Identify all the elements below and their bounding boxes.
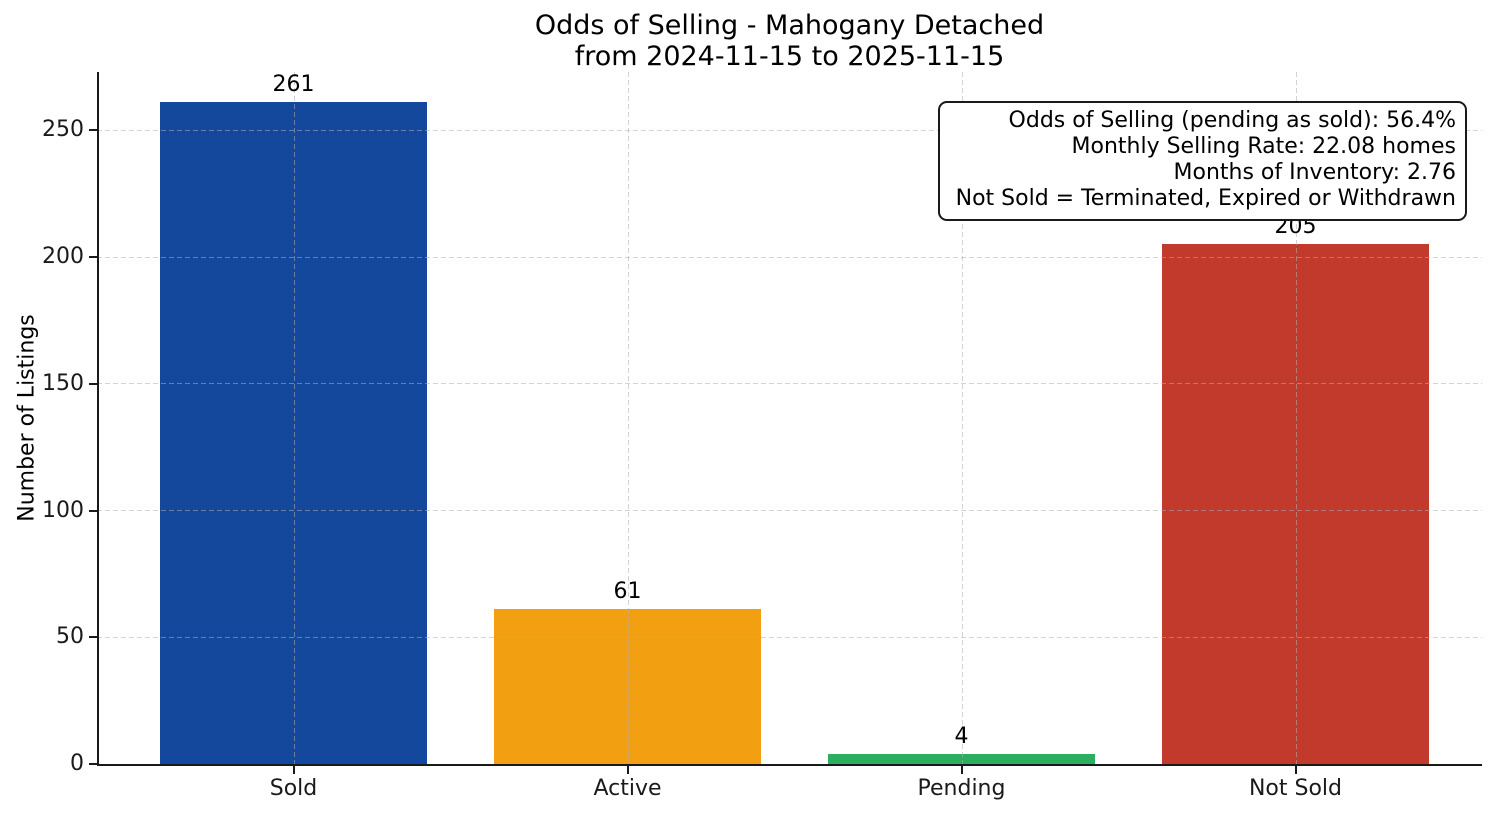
y-tick-label: 200 — [42, 244, 84, 270]
y-tick-mark — [89, 636, 97, 639]
x-tick-mark — [626, 766, 629, 774]
vertical-gridline — [1295, 72, 1297, 764]
chart-title-line1: Odds of Selling - Mahogany Detached — [534, 10, 1045, 41]
y-tick-mark — [89, 129, 97, 132]
horizontal-gridline — [97, 510, 1482, 512]
x-tick-label-not-sold: Not Sold — [1248, 776, 1343, 801]
y-tick-mark — [89, 382, 97, 385]
y-tick-label: 250 — [42, 117, 84, 143]
chart-title: Odds of Selling - Mahogany Detached from… — [97, 10, 1482, 72]
y-axis-spine — [97, 72, 99, 766]
bar-value-label-active: 61 — [613, 579, 642, 605]
horizontal-gridline — [97, 636, 1482, 638]
vertical-gridline — [627, 72, 629, 764]
x-tick-label-active: Active — [593, 776, 662, 801]
y-tick-mark — [89, 509, 97, 512]
plot-area: 261 61 4 205 — [97, 72, 1482, 764]
y-tick-label: 150 — [42, 370, 84, 396]
horizontal-gridline — [97, 129, 1482, 131]
y-tick-mark — [89, 256, 97, 259]
y-tick-label: 100 — [42, 497, 84, 523]
bar-value-label-pending: 4 — [954, 723, 969, 749]
vertical-gridline — [293, 72, 295, 764]
x-tick-label-sold: Sold — [269, 776, 318, 801]
y-axis-label: Number of Listings — [14, 314, 40, 522]
chart-title-line2: from 2024-11-15 to 2025-11-15 — [574, 41, 1005, 72]
x-tick-label-pending: Pending — [917, 776, 1006, 801]
vertical-gridline — [961, 72, 963, 764]
y-tick-label: 50 — [56, 624, 84, 650]
x-tick-mark — [292, 766, 295, 774]
annotation-months-of-inventory: Months of Inventory: 2.76 — [1173, 160, 1456, 185]
stats-annotation-box: Odds of Selling (pending as sold): 56.4%… — [938, 101, 1467, 221]
bar-value-label-sold: 261 — [272, 72, 315, 98]
horizontal-gridline — [97, 383, 1482, 385]
horizontal-gridline — [97, 256, 1482, 258]
y-tick-mark — [89, 763, 97, 765]
annotation-odds-of-selling: Odds of Selling (pending as sold): 56.4% — [1008, 108, 1456, 133]
y-tick-label: 0 — [70, 751, 84, 776]
x-axis-spine — [97, 764, 1482, 766]
annotation-monthly-selling-rate: Monthly Selling Rate: 22.08 homes — [1071, 134, 1456, 159]
x-tick-mark — [1294, 766, 1297, 774]
x-tick-mark — [960, 766, 963, 774]
annotation-not-sold-definition: Not Sold = Terminated, Expired or Withdr… — [955, 186, 1456, 211]
